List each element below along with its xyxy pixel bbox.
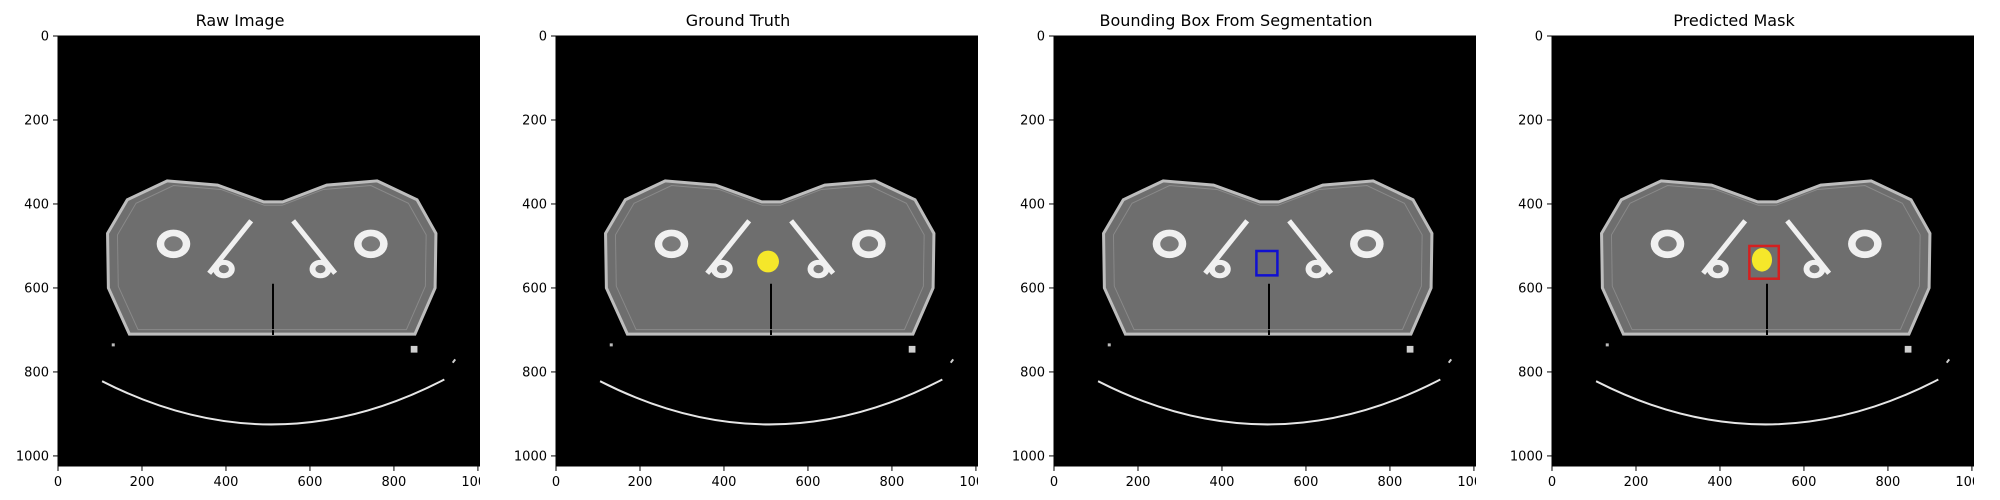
- x-tick-label: 400: [1708, 475, 1733, 490]
- panel-title: Raw Image: [195, 11, 285, 30]
- y-tick-label: 600: [1518, 281, 1543, 296]
- y-tick-label: 1000: [1012, 449, 1045, 464]
- panel-title: Ground Truth: [685, 11, 791, 30]
- axes-frame: [1551, 35, 1974, 467]
- y-tick-label: 200: [1020, 113, 1045, 128]
- prediction-bounding-box: [1748, 244, 1781, 280]
- x-tick-label: 200: [628, 475, 653, 490]
- x-tick-label: 600: [796, 475, 821, 490]
- x-tick-label: 600: [1792, 475, 1817, 490]
- x-tick-label: 200: [130, 475, 155, 490]
- image-axes: 0 200 400 600 800 1000 0 200 400 600 800 1000: [1012, 30, 1476, 490]
- ct-anatomy: [101, 179, 457, 426]
- y-tick-label: 400: [24, 197, 49, 212]
- panel-title: Predicted Mask: [1673, 11, 1795, 30]
- x-tick-label: 400: [712, 475, 737, 490]
- y-tick-label: 400: [522, 197, 547, 212]
- x-tick-label: 800: [1378, 475, 1403, 490]
- x-tick-label: 1000: [1955, 475, 1974, 490]
- y-tick-label: 600: [522, 281, 547, 296]
- x-tick-label: 800: [382, 475, 407, 490]
- predicted-mask: [1751, 248, 1773, 272]
- y-tick-label: 800: [522, 365, 547, 380]
- y-tick-label: 600: [24, 281, 49, 296]
- y-tick-label: 200: [522, 113, 547, 128]
- axes-frame: [555, 35, 978, 467]
- ct-anatomy: [1595, 179, 1951, 426]
- x-tick-label: 200: [1126, 475, 1151, 490]
- panel-title: Bounding Box From Segmentation: [1099, 11, 1373, 30]
- x-tick-label: 0: [552, 475, 560, 490]
- axes-frame: [1053, 35, 1476, 467]
- y-tick-label: 800: [1020, 365, 1045, 380]
- x-tick-label: 0: [54, 475, 62, 490]
- y-tick-label: 600: [1020, 281, 1045, 296]
- y-tick-label: 0: [1535, 30, 1543, 45]
- x-tick-label: 400: [1210, 475, 1235, 490]
- y-tick-label: 800: [1518, 365, 1543, 380]
- x-tick-label: 1000: [959, 475, 978, 490]
- y-tick-label: 1000: [16, 449, 49, 464]
- x-tick-label: 200: [1624, 475, 1649, 490]
- x-tick-label: 400: [214, 475, 239, 490]
- segmentation-bounding-box: [1255, 249, 1279, 277]
- panel-2: Ground Truth 0 200 400 600 800 1000 0 200 400 600 8…: [498, 0, 978, 500]
- x-tick-label: 600: [1294, 475, 1319, 490]
- panel-3: Bounding Box From Segmentation 0 200 400 600…: [996, 0, 1476, 500]
- y-tick-label: 200: [1518, 113, 1543, 128]
- y-tick-label: 1000: [1510, 449, 1543, 464]
- y-tick-label: 200: [24, 113, 49, 128]
- y-tick-label: 0: [539, 30, 547, 45]
- panel-1: Raw Image 0 200 400 600 800 1000 0 200 400 600 800 1…: [0, 0, 480, 500]
- x-tick-label: 0: [1050, 475, 1058, 490]
- ground-truth-mask: [757, 250, 779, 273]
- x-tick-label: 1000: [461, 475, 480, 490]
- x-tick-label: 800: [880, 475, 905, 490]
- y-tick-label: 1000: [514, 449, 547, 464]
- y-tick-label: 0: [41, 30, 49, 45]
- x-tick-label: 600: [298, 475, 323, 490]
- x-tick-label: 1000: [1457, 475, 1476, 490]
- image-axes: 0 200 400 600 800 1000 0 200 400 600 800 1000: [514, 30, 978, 490]
- ct-anatomy: [1097, 179, 1453, 426]
- panel-4: Predicted Mask 0 200 400 600 800 1000 0 200 400 60…: [1494, 0, 1974, 500]
- image-axes: 0 200 400 600 800 1000 0 200 400 600 800 1000: [1510, 30, 1974, 490]
- x-tick-label: 800: [1876, 475, 1901, 490]
- y-tick-label: 0: [1037, 30, 1045, 45]
- y-tick-label: 800: [24, 365, 49, 380]
- y-tick-label: 400: [1020, 197, 1045, 212]
- image-axes: 0 200 400 600 800 1000 0 200 400 600 800 1000: [16, 30, 480, 490]
- axes-frame: [57, 35, 480, 467]
- x-tick-label: 0: [1548, 475, 1556, 490]
- y-tick-label: 400: [1518, 197, 1543, 212]
- ct-anatomy: [599, 179, 955, 426]
